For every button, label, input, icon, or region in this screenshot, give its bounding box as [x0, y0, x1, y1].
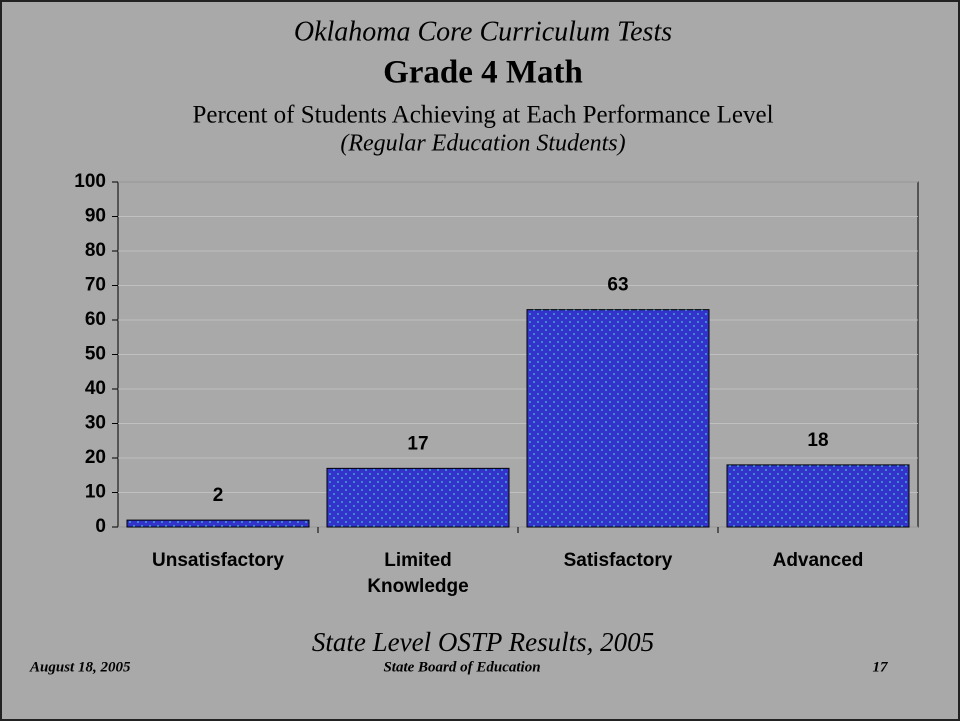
caption: State Level OSTP Results, 2005	[312, 627, 654, 657]
chart: Oklahoma Core Curriculum Tests Grade 4 M…	[0, 0, 960, 721]
y-tick-label: 80	[85, 240, 106, 261]
bar-texture	[327, 468, 509, 527]
x-tick-label: Limited Knowledge	[348, 548, 488, 600]
organization: State Board of Education	[383, 659, 540, 675]
y-tick-label: 40	[85, 378, 106, 399]
heading: Grade 4 Math	[383, 55, 583, 91]
x-tick-label: Unsatisfactory	[148, 548, 288, 574]
y-tick-label: 70	[85, 275, 106, 296]
title: Oklahoma Core Curriculum Tests	[294, 16, 672, 47]
y-tick-label: 10	[85, 482, 106, 503]
bar-texture	[727, 465, 909, 527]
y-tick-label: 60	[85, 309, 106, 330]
value-label: 17	[407, 433, 428, 454]
note: (Regular Education Students)	[340, 131, 625, 157]
y-tick-label: 30	[85, 413, 106, 434]
bar-texture	[527, 310, 709, 527]
date: August 18, 2005	[29, 659, 131, 675]
y-tick-label: 20	[85, 447, 106, 468]
value-label: 18	[807, 430, 828, 451]
y-tick-label: 90	[85, 206, 106, 227]
page-number: 17	[873, 659, 889, 675]
x-tick-label: Advanced	[748, 548, 888, 574]
y-tick-label: 0	[95, 516, 106, 537]
y-tick-label: 50	[85, 344, 106, 365]
slide: Oklahoma Core Curriculum Tests Grade 4 M…	[0, 0, 960, 721]
value-label: 2	[213, 485, 224, 506]
bar-texture	[127, 520, 309, 527]
y-tick-label: 100	[74, 171, 106, 192]
subtitle: Percent of Students Achieving at Each Pe…	[192, 102, 773, 129]
x-tick-label: Satisfactory	[548, 548, 688, 574]
value-label: 63	[607, 275, 628, 296]
